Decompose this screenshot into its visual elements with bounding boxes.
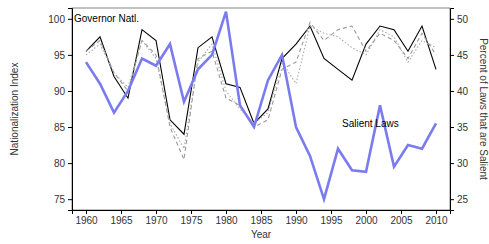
tick-mark — [401, 210, 402, 214]
tick: 45 — [450, 50, 469, 61]
tick: 2005 — [390, 210, 413, 226]
tick-mark — [86, 210, 87, 214]
tick-label: 90 — [54, 86, 66, 97]
tick-label: 50 — [457, 14, 469, 25]
axis-line — [451, 9, 455, 211]
tick-label: 95 — [54, 50, 66, 61]
tick-mark — [68, 91, 72, 92]
tick-label: 85 — [54, 122, 66, 133]
y-axis-title: Nationalization Index — [9, 63, 20, 156]
tick-label: 2010 — [425, 215, 448, 226]
tick-label: 2000 — [355, 215, 378, 226]
axis: 25 30 35 40 45 50 — [450, 9, 469, 211]
tick-label: 75 — [54, 194, 66, 205]
tick-mark — [450, 55, 454, 56]
tick-mark — [226, 210, 227, 214]
tick-mark — [436, 210, 437, 214]
tick-label: 2005 — [390, 215, 413, 226]
tick-mark — [450, 127, 454, 128]
tick-mark — [68, 199, 72, 200]
tick: 1960 — [75, 210, 98, 226]
tick-label: 1975 — [180, 215, 203, 226]
tick-mark — [450, 163, 454, 164]
tick-mark — [450, 19, 454, 20]
tick-label: 100 — [48, 14, 65, 25]
tick-mark — [68, 55, 72, 56]
tick: 80 — [54, 158, 72, 169]
plot-area — [86, 12, 436, 200]
tick: 1990 — [285, 210, 308, 226]
axis-line — [68, 9, 73, 211]
tick: 90 — [54, 86, 72, 97]
tick-mark — [366, 210, 367, 214]
tick: 75 — [54, 194, 72, 205]
tick: 2000 — [355, 210, 378, 226]
tick: 95 — [54, 50, 72, 61]
plot-frame — [72, 8, 450, 210]
series-label: Salient Laws — [342, 118, 399, 129]
tick-mark — [121, 210, 122, 214]
tick: 35 — [450, 122, 469, 133]
tick: 1965 — [110, 210, 133, 226]
tick: 1975 — [180, 210, 203, 226]
series-line — [86, 12, 436, 200]
tick: 1985 — [250, 210, 273, 226]
tick-mark — [156, 210, 157, 214]
tick-mark — [296, 210, 297, 214]
tick-label: 25 — [457, 194, 469, 205]
tick-mark — [261, 210, 262, 214]
tick-label: 1990 — [285, 215, 308, 226]
tick: 1980 — [215, 210, 238, 226]
tick-mark — [68, 127, 72, 128]
tick-label: 1985 — [250, 215, 273, 226]
tick-mark — [68, 19, 72, 20]
tick: 30 — [450, 158, 469, 169]
tick-mark — [191, 210, 192, 214]
tick: 1970 — [145, 210, 168, 226]
tick-label: 40 — [457, 86, 469, 97]
axis: 1960 1965 1970 1975 1980 1985 1990 1995 2000 2005… — [73, 210, 451, 226]
tick: 85 — [54, 122, 72, 133]
tick-label: 30 — [457, 158, 469, 169]
tick-label: 1960 — [75, 215, 98, 226]
tick-label: 35 — [457, 122, 469, 133]
axis: 75 80 85 90 95 100 — [48, 9, 72, 211]
tick: 50 — [450, 14, 469, 25]
axis-line — [73, 211, 451, 215]
x-axis-title: Year — [251, 229, 272, 240]
tick-label: 45 — [457, 50, 469, 61]
tick-mark — [331, 210, 332, 214]
tick-label: 1995 — [320, 215, 343, 226]
series-line — [86, 26, 436, 149]
tick: 2010 — [425, 210, 448, 226]
tick-label: 1980 — [215, 215, 238, 226]
tick: 40 — [450, 86, 469, 97]
tick: 25 — [450, 194, 469, 205]
tick-label: 1965 — [110, 215, 133, 226]
tick-label: 1970 — [145, 215, 168, 226]
y2-axis-title: Percent of Laws that are Salient — [478, 38, 489, 180]
tick-mark — [450, 199, 454, 200]
tick-mark — [68, 163, 72, 164]
series-line — [86, 22, 436, 159]
tick-mark — [450, 91, 454, 92]
tick: 1995 — [320, 210, 343, 226]
series-label: Governor Natl. — [74, 13, 139, 24]
tick-label: 80 — [54, 158, 66, 169]
tick: 100 — [48, 14, 72, 25]
